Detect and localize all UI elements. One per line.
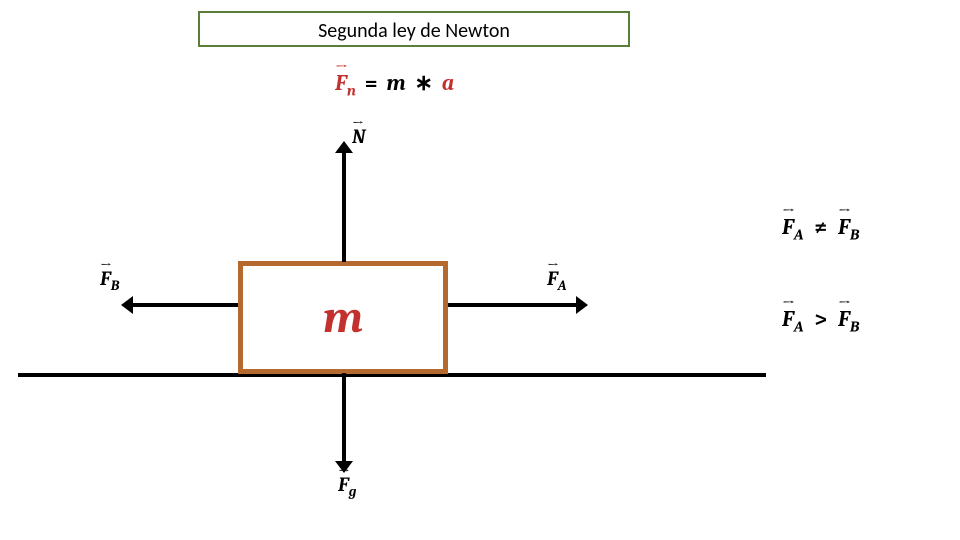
force-label-fg: Fg [338, 473, 356, 500]
relation-2: FA > FB [782, 306, 859, 335]
mass-label: m [323, 291, 363, 344]
formula-m: m [387, 70, 406, 96]
force-label-fa: FA [547, 267, 566, 294]
force-label-fb: FB [100, 267, 119, 294]
title-box: Segunda ley de Newton [198, 11, 630, 47]
formula-a: a [442, 70, 454, 96]
relation-1: FA ≠ FB [782, 214, 859, 243]
force-label-n: N [352, 125, 365, 148]
formula-eq: = [365, 70, 378, 96]
formula-fn: Fn [335, 70, 356, 99]
main-formula: Fn = m ∗ a [335, 70, 454, 99]
formula-mult: ∗ [415, 70, 433, 96]
mass-box: m [238, 261, 448, 374]
